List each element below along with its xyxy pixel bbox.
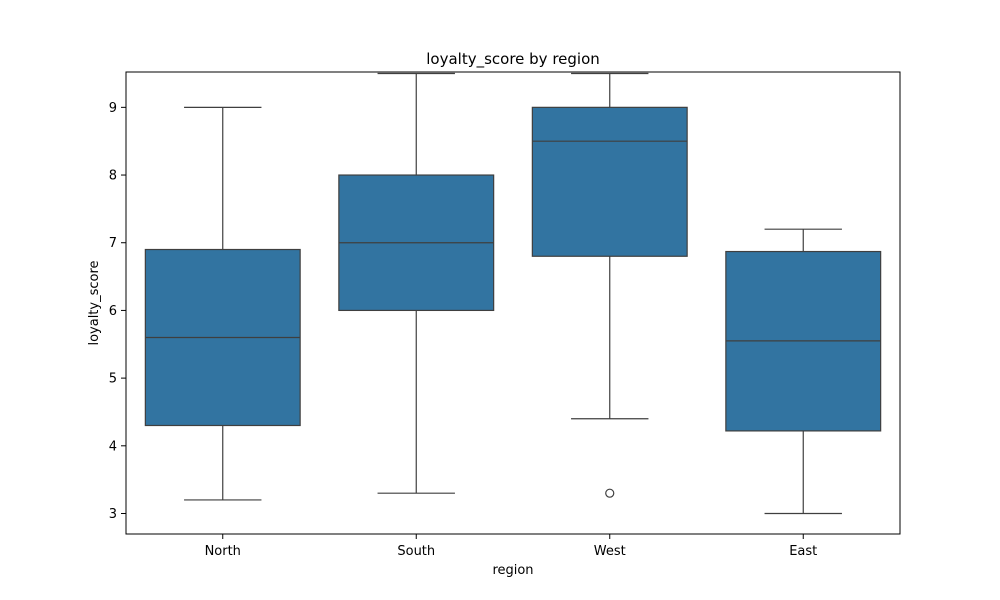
x-axis: North South West East (205, 534, 817, 559)
y-tick-label: 7 (109, 236, 117, 251)
y-tick-label: 5 (109, 372, 117, 387)
y-tick-label: 4 (109, 439, 117, 454)
outlier-point (605, 488, 615, 498)
y-tick-label: 3 (109, 507, 117, 522)
iqr-box (531, 106, 688, 257)
x-tick-label: South (397, 544, 435, 559)
y-axis: 3 4 5 6 7 8 9 (109, 101, 126, 522)
chart-title: loyalty_score by region (426, 50, 600, 69)
x-tick-label: North (205, 544, 241, 559)
plot-area (144, 72, 882, 515)
box-west (531, 72, 688, 498)
x-axis-label: region (492, 563, 533, 578)
box-east (725, 228, 882, 515)
box-south (338, 72, 495, 494)
x-tick-label: West (594, 544, 626, 559)
axes-frame (125, 71, 901, 535)
y-axis-label: loyalty_score (87, 260, 102, 345)
y-tick-label: 8 (109, 169, 117, 184)
x-tick-label: East (789, 544, 817, 559)
y-tick-label: 9 (109, 101, 117, 116)
y-tick-label: 6 (109, 304, 117, 319)
box-north (144, 106, 301, 501)
